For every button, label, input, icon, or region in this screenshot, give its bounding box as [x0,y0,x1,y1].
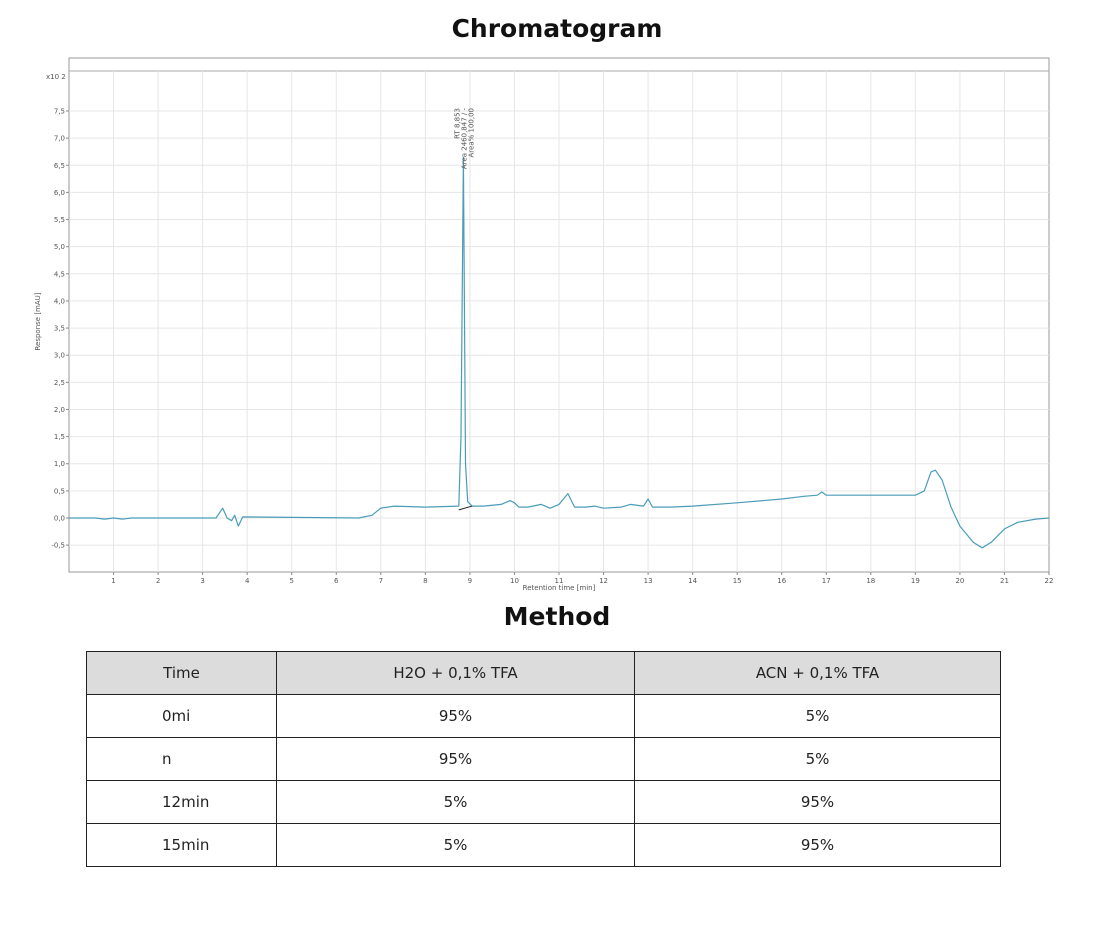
acn-cell: 95% [634,780,1001,824]
x-tick-label: 20 [955,577,964,585]
x-tick-label: 2 [156,577,160,585]
peak-baseline [458,505,473,511]
peak-annotation-line: Area 2460,847 / - [460,108,468,170]
header-h2o: H2O + 0,1% TFA [276,651,635,695]
y-tick-label: 3,0 [54,352,65,360]
h2o-cell: 5% [276,823,635,867]
y-tick-label: 7,5 [54,108,65,116]
x-tick-label: 22 [1045,577,1054,585]
y-tick-label: 2,5 [54,379,65,387]
x-tick-label: 1 [111,577,115,585]
x-tick-label: 11 [555,577,564,585]
peak-annotation-line: Area% 100,00 [467,108,475,157]
x-tick-label: 12 [599,577,608,585]
y-tick-label: 7,0 [54,135,65,143]
x-tick-label: 8 [423,577,427,585]
x-tick-label: 13 [644,577,653,585]
x-tick-label: 21 [1000,577,1009,585]
header-time: Time [86,651,277,695]
x-tick-label: 3 [200,577,204,585]
time-cell: n [86,737,277,781]
x-tick-label: 9 [468,577,472,585]
table-row: 12min 5% 95% [86,780,1001,824]
chart-title: Chromatogram [451,14,663,43]
x-tick-label: 5 [289,577,293,585]
x-tick-label: 7 [379,577,383,585]
y-tick-label: 5,5 [54,216,65,224]
time-cell: 12min [86,780,277,824]
acn-cell: 95% [634,823,1001,867]
y-tick-label: 1,0 [54,460,65,468]
y-tick-label: 0,5 [54,487,65,495]
h2o-cell: 95% [276,737,635,781]
time-cell: 0mi [86,694,277,738]
y-tick-label: 3,5 [54,325,65,333]
time-cell: 15min [86,823,277,867]
method-title: Method [503,602,611,631]
y-tick-label: -0,5 [51,542,65,550]
table-row: 0mi 95% 5% [86,694,1001,738]
y-multiplier-label: x10 2 [46,73,66,81]
y-tick-label: 1,5 [54,433,65,441]
y-tick-label: 6,0 [54,189,65,197]
y-tick-label: 2,0 [54,406,65,414]
y-axis-title: Response [mAU] [34,292,42,350]
y-tick-label: 0,0 [54,515,65,523]
acn-cell: 5% [634,694,1001,738]
acn-cell: 5% [634,737,1001,781]
x-tick-label: 16 [777,577,786,585]
h2o-cell: 95% [276,694,635,738]
table-row: 15min 5% 95% [86,823,1001,867]
x-tick-label: 6 [334,577,339,585]
y-tick-label: 4,0 [54,297,65,305]
x-tick-label: 17 [822,577,831,585]
table-row: n 95% 5% [86,737,1001,781]
peak-annotation-line: RT 8,853 [453,108,461,139]
table-header-row: Time H2O + 0,1% TFA ACN + 0,1% TFA [86,651,1001,695]
x-tick-label: 10 [510,577,519,585]
chromatogram-trace [69,156,1050,549]
h2o-cell: 5% [276,780,635,824]
x-tick-label: 4 [245,577,250,585]
x-tick-label: 14 [688,577,697,585]
x-axis-title: Retention time [min] [523,584,596,592]
y-tick-label: 4,5 [54,270,65,278]
x-tick-label: 19 [911,577,920,585]
x-tick-label: 15 [733,577,742,585]
header-acn: ACN + 0,1% TFA [634,651,1001,695]
method-table: Time H2O + 0,1% TFA ACN + 0,1% TFA 0mi 9… [86,651,1001,867]
y-tick-label: 6,5 [54,162,65,170]
y-tick-label: 5,0 [54,243,65,251]
chromatogram-chart: 1 2 3 4 5 6 7 8 9 10 11 12 13 14 15 16 17 18 19 20 21 227,57,… [34,57,1054,592]
x-tick-label: 18 [866,577,875,585]
